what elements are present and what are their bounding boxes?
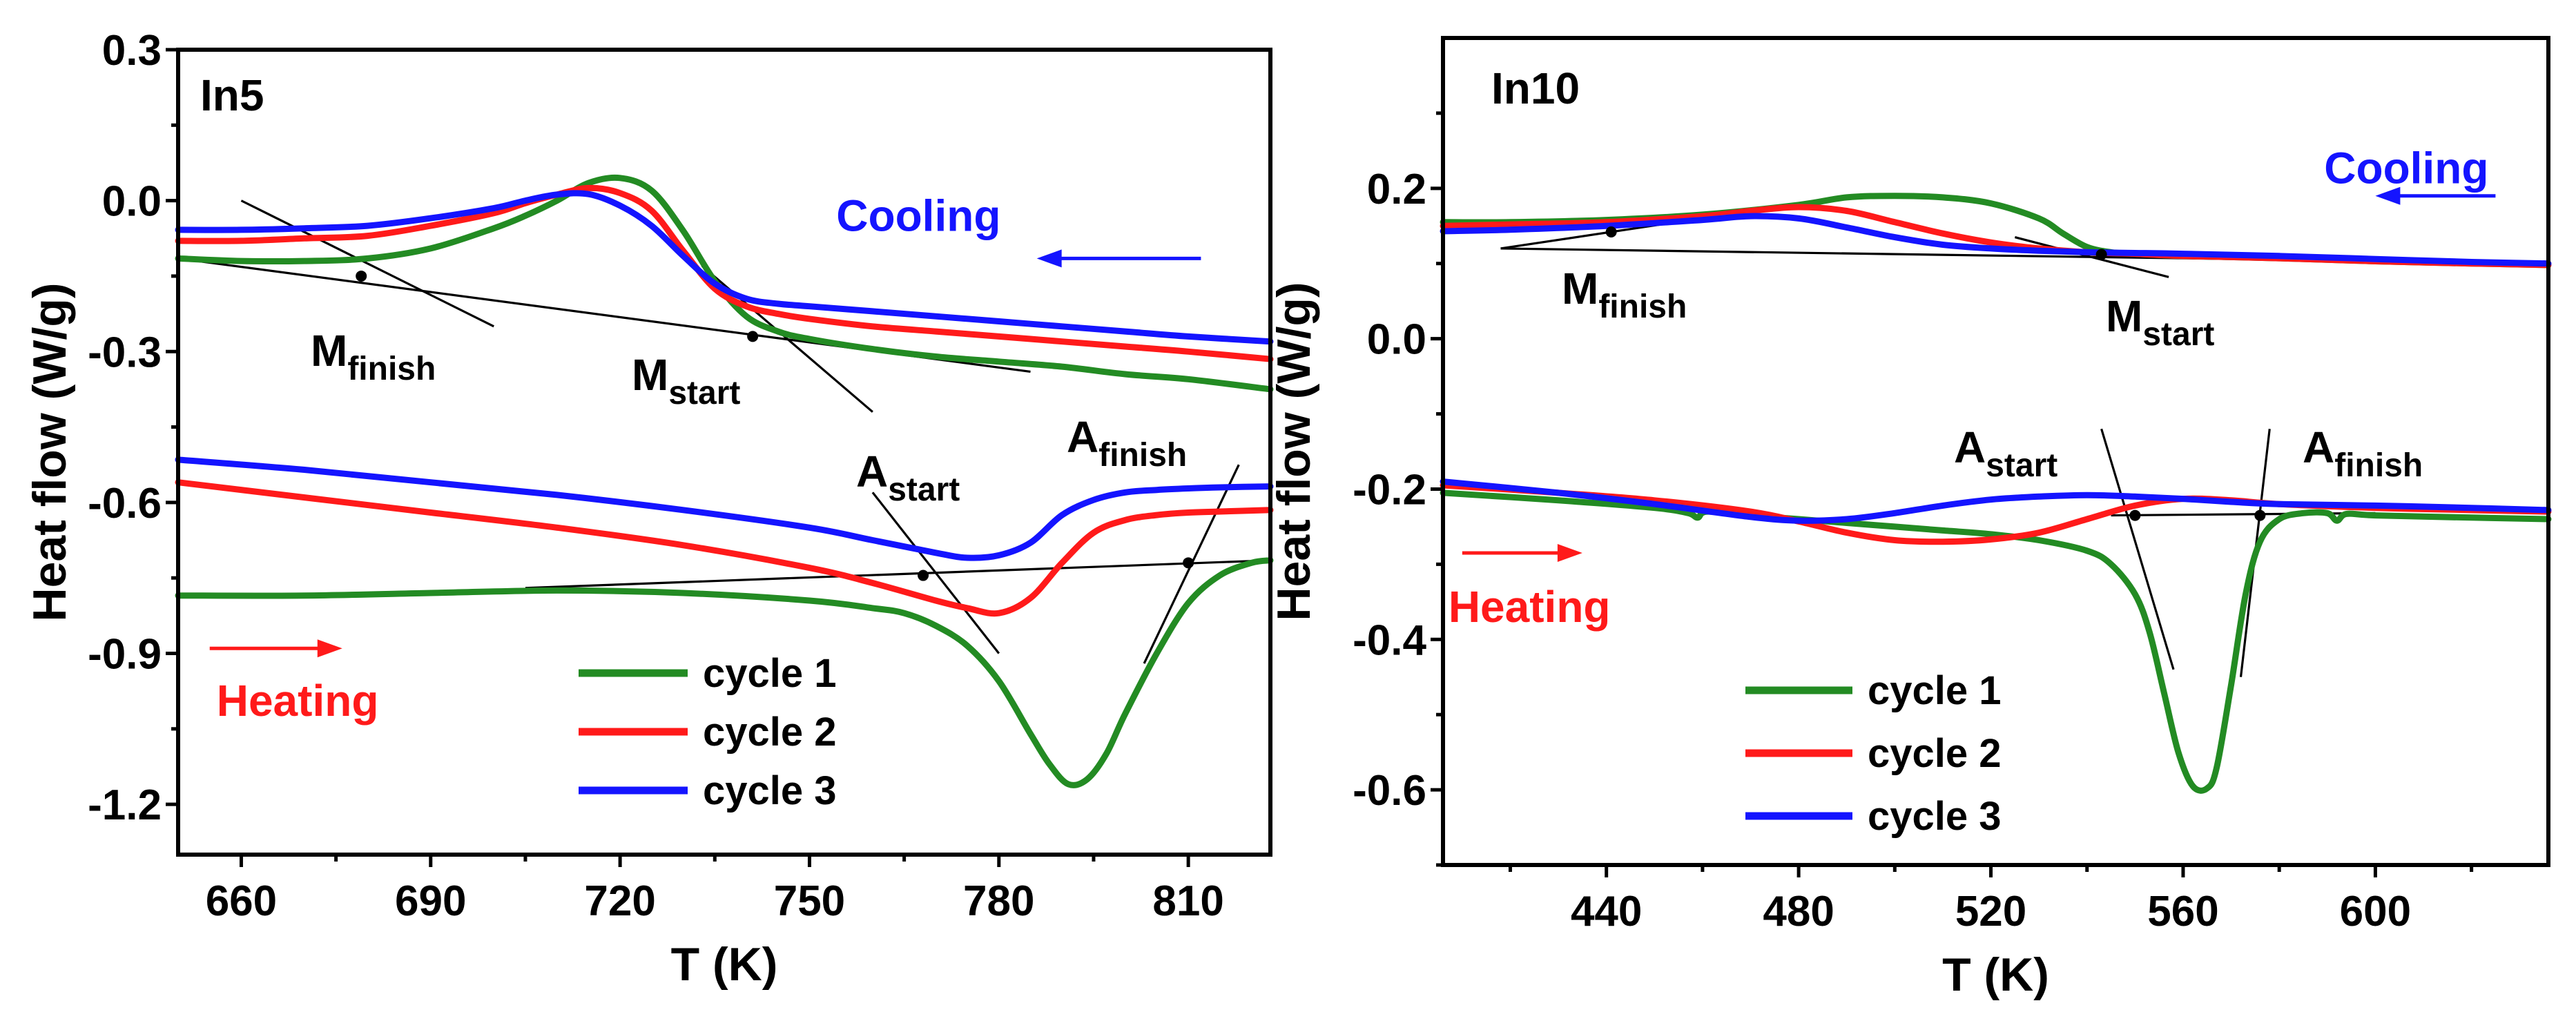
annotation-subscript: finish xyxy=(2334,447,2423,484)
y-tick-label: -0.6 xyxy=(1353,767,1426,815)
legend-label-cycle-2: cycle 2 xyxy=(703,710,837,755)
annotation-subscript: start xyxy=(2142,316,2214,353)
cooling-arrow-head xyxy=(1036,249,1062,268)
annotation-subscript: start xyxy=(1986,447,2057,484)
annotation-subscript: start xyxy=(888,471,960,508)
heating-arrow-head xyxy=(1557,544,1582,563)
heating-label: Heating xyxy=(1449,582,1611,632)
y-tick-label: 0.0 xyxy=(1367,316,1426,364)
y-tick-label: -0.6 xyxy=(88,480,162,527)
tangent-line xyxy=(240,200,494,328)
y-tick-label: 0.2 xyxy=(1367,166,1426,213)
y-tick-label: -0.2 xyxy=(1353,466,1426,514)
annotation-A-finish: Afinish xyxy=(2303,422,2423,484)
annotation-A-start: Astart xyxy=(1954,422,2057,484)
series-line-cycle-3-cooling xyxy=(175,190,1274,345)
tangent-line xyxy=(871,492,1000,654)
annotation-M-start: Mstart xyxy=(2106,291,2214,353)
legend: cycle 1 cycle 2 cycle 3 xyxy=(1745,668,2002,839)
y-tick-label: -0.3 xyxy=(88,329,162,376)
transition-point-marker xyxy=(747,331,759,342)
plot-frame xyxy=(176,48,1272,857)
chart-in10: Mfinish Mstart Astart Afinish 440 480 520 560 60… xyxy=(1268,36,2552,1001)
series-group xyxy=(1440,193,2552,794)
x-tick-label: 440 xyxy=(1571,888,1642,935)
tangent-lines xyxy=(1500,213,2549,677)
legend-label-cycle-3: cycle 3 xyxy=(1868,794,2002,839)
legend: cycle 1 cycle 2 cycle 3 xyxy=(579,651,837,813)
series-line-cycle-3-heating xyxy=(1440,478,2552,524)
x-tick-label: 720 xyxy=(584,877,655,925)
y-axis-title: Heat flow (W/g) xyxy=(1268,282,1320,621)
x-tick-label: 480 xyxy=(1763,888,1834,935)
annotation-subscript: finish xyxy=(1598,289,1687,325)
series-line-cycle-3-cooling xyxy=(1440,213,2552,267)
y-tick-label: 0.3 xyxy=(102,27,162,75)
annotation-A-start: Astart xyxy=(856,447,960,508)
x-axis-title: T (K) xyxy=(1942,949,2049,1001)
chart-in5: Mfinish Mstart Astart Afinish 660 690 720 750 78… xyxy=(23,27,1274,991)
annotation-M-start: Mstart xyxy=(632,350,740,411)
x-tick-label: 660 xyxy=(206,877,277,925)
y-tick-label: 0.0 xyxy=(102,178,162,226)
legend-label-cycle-1: cycle 1 xyxy=(1868,668,2002,713)
x-tick-label: 810 xyxy=(1152,877,1223,925)
transition-point-marker xyxy=(1605,226,1617,237)
x-tick-label: 600 xyxy=(2340,888,2411,935)
heating-label: Heating xyxy=(217,676,379,726)
transition-point-marker xyxy=(2129,509,2141,521)
annotation-subscript: finish xyxy=(1098,437,1187,474)
series-group xyxy=(175,174,1274,788)
series-line-cycle-2-heating xyxy=(175,479,1274,617)
annotation-M-finish: Mfinish xyxy=(311,326,436,387)
annotation-subscript: start xyxy=(668,375,740,411)
plot-frame xyxy=(1441,36,2550,867)
x-tick-label: 750 xyxy=(774,877,845,925)
tangent-line xyxy=(2014,236,2169,278)
series-line-cycle-1-heating xyxy=(175,557,1274,788)
panel-label: In5 xyxy=(200,70,264,120)
annotation-subscript: finish xyxy=(347,351,436,387)
transition-point-marker xyxy=(918,570,929,581)
baseline-line xyxy=(2111,512,2376,517)
cooling-label: Cooling xyxy=(2324,144,2488,193)
transition-point-marker xyxy=(2254,509,2266,521)
series-line-cycle-1-cooling xyxy=(175,174,1274,393)
x-tick-label: 520 xyxy=(1955,888,2026,935)
y-tick-label: -0.9 xyxy=(88,631,162,679)
transition-point-marker xyxy=(1183,557,1194,569)
legend-label-cycle-3: cycle 3 xyxy=(703,768,837,813)
transition-point-marker xyxy=(356,270,367,282)
y-axis-title: Heat flow (W/g) xyxy=(23,282,76,621)
heating-arrow-head xyxy=(317,639,342,658)
y-tick-label: -0.4 xyxy=(1353,616,1426,664)
annotation-M-finish: Mfinish xyxy=(1562,264,1687,325)
legend-label-cycle-1: cycle 1 xyxy=(703,651,837,696)
x-axis-title: T (K) xyxy=(671,938,778,991)
transition-point-marker xyxy=(2095,249,2107,260)
tangent-line xyxy=(2100,428,2175,670)
baseline-line xyxy=(525,559,1271,590)
cooling-label: Cooling xyxy=(836,191,1000,240)
cooling-arrow-head xyxy=(2375,186,2401,205)
y-tick-label: -1.2 xyxy=(88,781,162,829)
series-line-cycle-3-heating xyxy=(175,456,1274,561)
x-tick-label: 780 xyxy=(963,877,1034,925)
annotation-A-finish: Afinish xyxy=(1067,412,1187,474)
legend-label-cycle-2: cycle 2 xyxy=(1868,731,2002,776)
x-tick-label: 560 xyxy=(2147,888,2218,935)
x-tick-label: 690 xyxy=(395,877,466,925)
panel-label: In10 xyxy=(1491,64,1580,113)
